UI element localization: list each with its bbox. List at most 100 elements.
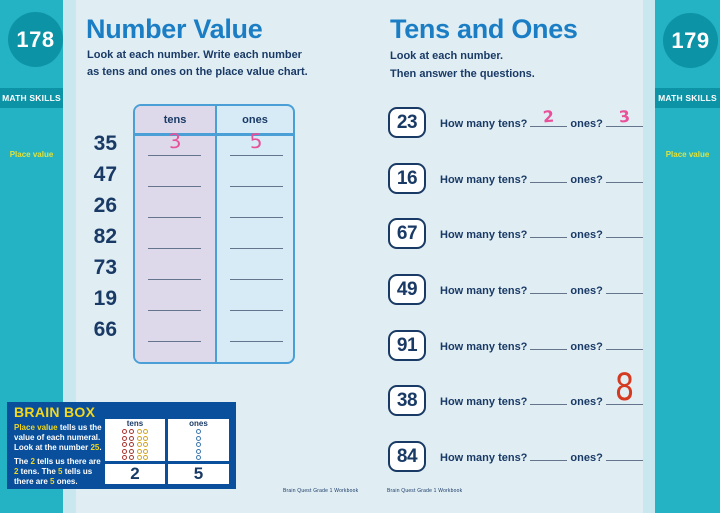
tens-answer-blank[interactable]: [148, 217, 201, 218]
handwritten-ones-answer: [606, 291, 643, 294]
ones-answer-blank[interactable]: [605, 449, 643, 461]
counting-dot: [128, 448, 134, 454]
ones-answer-blank[interactable]: [230, 186, 283, 187]
tens-answer-blank[interactable]: [530, 226, 568, 238]
brain-box-ones-value-cell: 5: [168, 464, 229, 484]
p2-text: tens. The: [18, 467, 59, 476]
ones-answer-blank[interactable]: [230, 279, 283, 280]
instructions-line2-pre: as tens and ones on the: [87, 66, 216, 78]
blue-dots-group: [196, 429, 201, 460]
left-page-title: Number Value: [86, 14, 263, 44]
ones-question-label: ones?: [570, 340, 603, 353]
ones-answer-blank[interactable]: 3: [605, 106, 643, 127]
ones-answer-blank[interactable]: [230, 341, 283, 342]
question-row: 49 How many tens? ones?: [388, 273, 648, 305]
ones-answer-blank[interactable]: [230, 248, 283, 249]
brain-box-title: BRAIN BOX: [14, 404, 96, 420]
tens-answer-blank[interactable]: [530, 449, 568, 461]
counting-dot: [143, 429, 148, 434]
left-topic-label: Place value: [9, 150, 54, 159]
handwritten-ones-answer: 3: [617, 106, 631, 126]
tens-question-label: How many tens?: [440, 340, 528, 353]
handwritten-ones-answer: [606, 458, 643, 461]
tens-answer-blank[interactable]: [530, 171, 568, 183]
tens-answer-blank[interactable]: [148, 248, 201, 249]
ones-answer-blank[interactable]: 8: [605, 368, 643, 406]
right-topic-label: Place value: [665, 150, 710, 159]
tens-answer-blank[interactable]: [148, 155, 201, 156]
question-text: How many tens? ones?: [440, 449, 646, 464]
counting-dot: [128, 442, 134, 447]
brain-box-ones-cell: ones: [168, 419, 229, 461]
question-row: 23 How many tens? 2 ones? 3: [388, 106, 648, 138]
tens-answer-blank[interactable]: [530, 393, 568, 405]
counting-dot: [122, 455, 127, 460]
handwritten-ones-answer: [606, 235, 643, 238]
number-box: 16: [388, 162, 426, 194]
p2-highlight-2: 2: [30, 457, 35, 466]
tens-answer-blank[interactable]: [148, 279, 201, 280]
tens-question-label: How many tens?: [440, 284, 528, 297]
right-page-instructions: Look at each number. Then answer the que…: [390, 47, 535, 83]
ones-answer-blank[interactable]: [230, 155, 283, 156]
tens-answer-blank[interactable]: [148, 310, 201, 311]
handwritten-ones-answer: [606, 180, 643, 183]
tens-column: [135, 106, 217, 362]
p2-text: tells us there are: [34, 457, 101, 466]
counting-dot: [128, 429, 134, 434]
p2-text: tells us there are: [14, 467, 93, 486]
counting-dot: [143, 448, 148, 454]
ones-answer-blank[interactable]: [230, 217, 283, 218]
tens-answer-blank[interactable]: [148, 186, 201, 187]
tens-answer-blank[interactable]: 2: [530, 106, 568, 127]
p1-highlight-25: 25: [90, 443, 100, 452]
red-dots-group: [122, 429, 134, 460]
ones-answer-blank[interactable]: [605, 282, 643, 294]
instructions-line1: Look at each number. Write each number: [87, 49, 302, 61]
instructions-line2: Then answer the questions.: [390, 68, 535, 80]
brain-box-paragraph-2: The 2 tells us there are 2 tens. The 5 t…: [14, 457, 107, 487]
right-footer-text: Brain Quest Grade 1 Workbook: [387, 488, 463, 494]
counting-dot: [196, 435, 201, 441]
brain-box-ones-header: ones: [189, 419, 208, 428]
question-row: 67 How many tens? ones?: [388, 217, 648, 249]
ones-answer-blank[interactable]: [605, 226, 643, 238]
counting-dot: [196, 448, 201, 454]
brain-box-tens-value-cell: 2: [105, 464, 165, 484]
number-box: 91: [388, 329, 426, 361]
instructions-line1: Look at each number.: [390, 50, 504, 62]
left-page-number-badge: 178: [8, 12, 63, 67]
tens-question-label: How many tens?: [440, 451, 528, 464]
counting-dot: [196, 429, 201, 434]
handwritten-ones-answer: 8: [614, 365, 634, 409]
p2-text: The: [14, 457, 31, 466]
question-text: How many tens? ones?: [440, 338, 646, 353]
tens-answer-blank[interactable]: [530, 282, 568, 294]
counting-dot: [136, 435, 142, 441]
right-math-skills-label: MATH SKILLS: [658, 93, 717, 103]
p2-text: ones.: [54, 477, 78, 486]
left-math-skills-label: MATH SKILLS: [2, 93, 61, 103]
tens-dots: [105, 429, 165, 460]
brain-box-tens-header: tens: [126, 419, 144, 428]
counting-dot: [136, 429, 142, 434]
tens-answer-blank[interactable]: [530, 338, 568, 350]
counting-dot: [128, 455, 134, 460]
ones-question-label: ones?: [570, 395, 603, 408]
ones-answer-blank[interactable]: [605, 171, 643, 183]
handwritten-tens-answer: [530, 347, 567, 350]
right-math-skills-band: MATH SKILLS: [655, 88, 720, 108]
number-box: 23: [388, 106, 426, 138]
ones-question-label: ones?: [570, 117, 603, 130]
ones-column-header: ones: [242, 114, 268, 126]
number-list-item: 82: [93, 225, 117, 248]
right-page-number-badge: 179: [663, 13, 718, 68]
counting-dot: [143, 455, 148, 460]
tens-answer-blank[interactable]: [148, 341, 201, 342]
number-box: 49: [388, 273, 426, 305]
yellow-dots-group: [136, 429, 148, 460]
ones-answer-blank[interactable]: [605, 338, 643, 350]
number-list-item: 47: [93, 163, 117, 186]
ones-answer-blank[interactable]: [230, 310, 283, 311]
